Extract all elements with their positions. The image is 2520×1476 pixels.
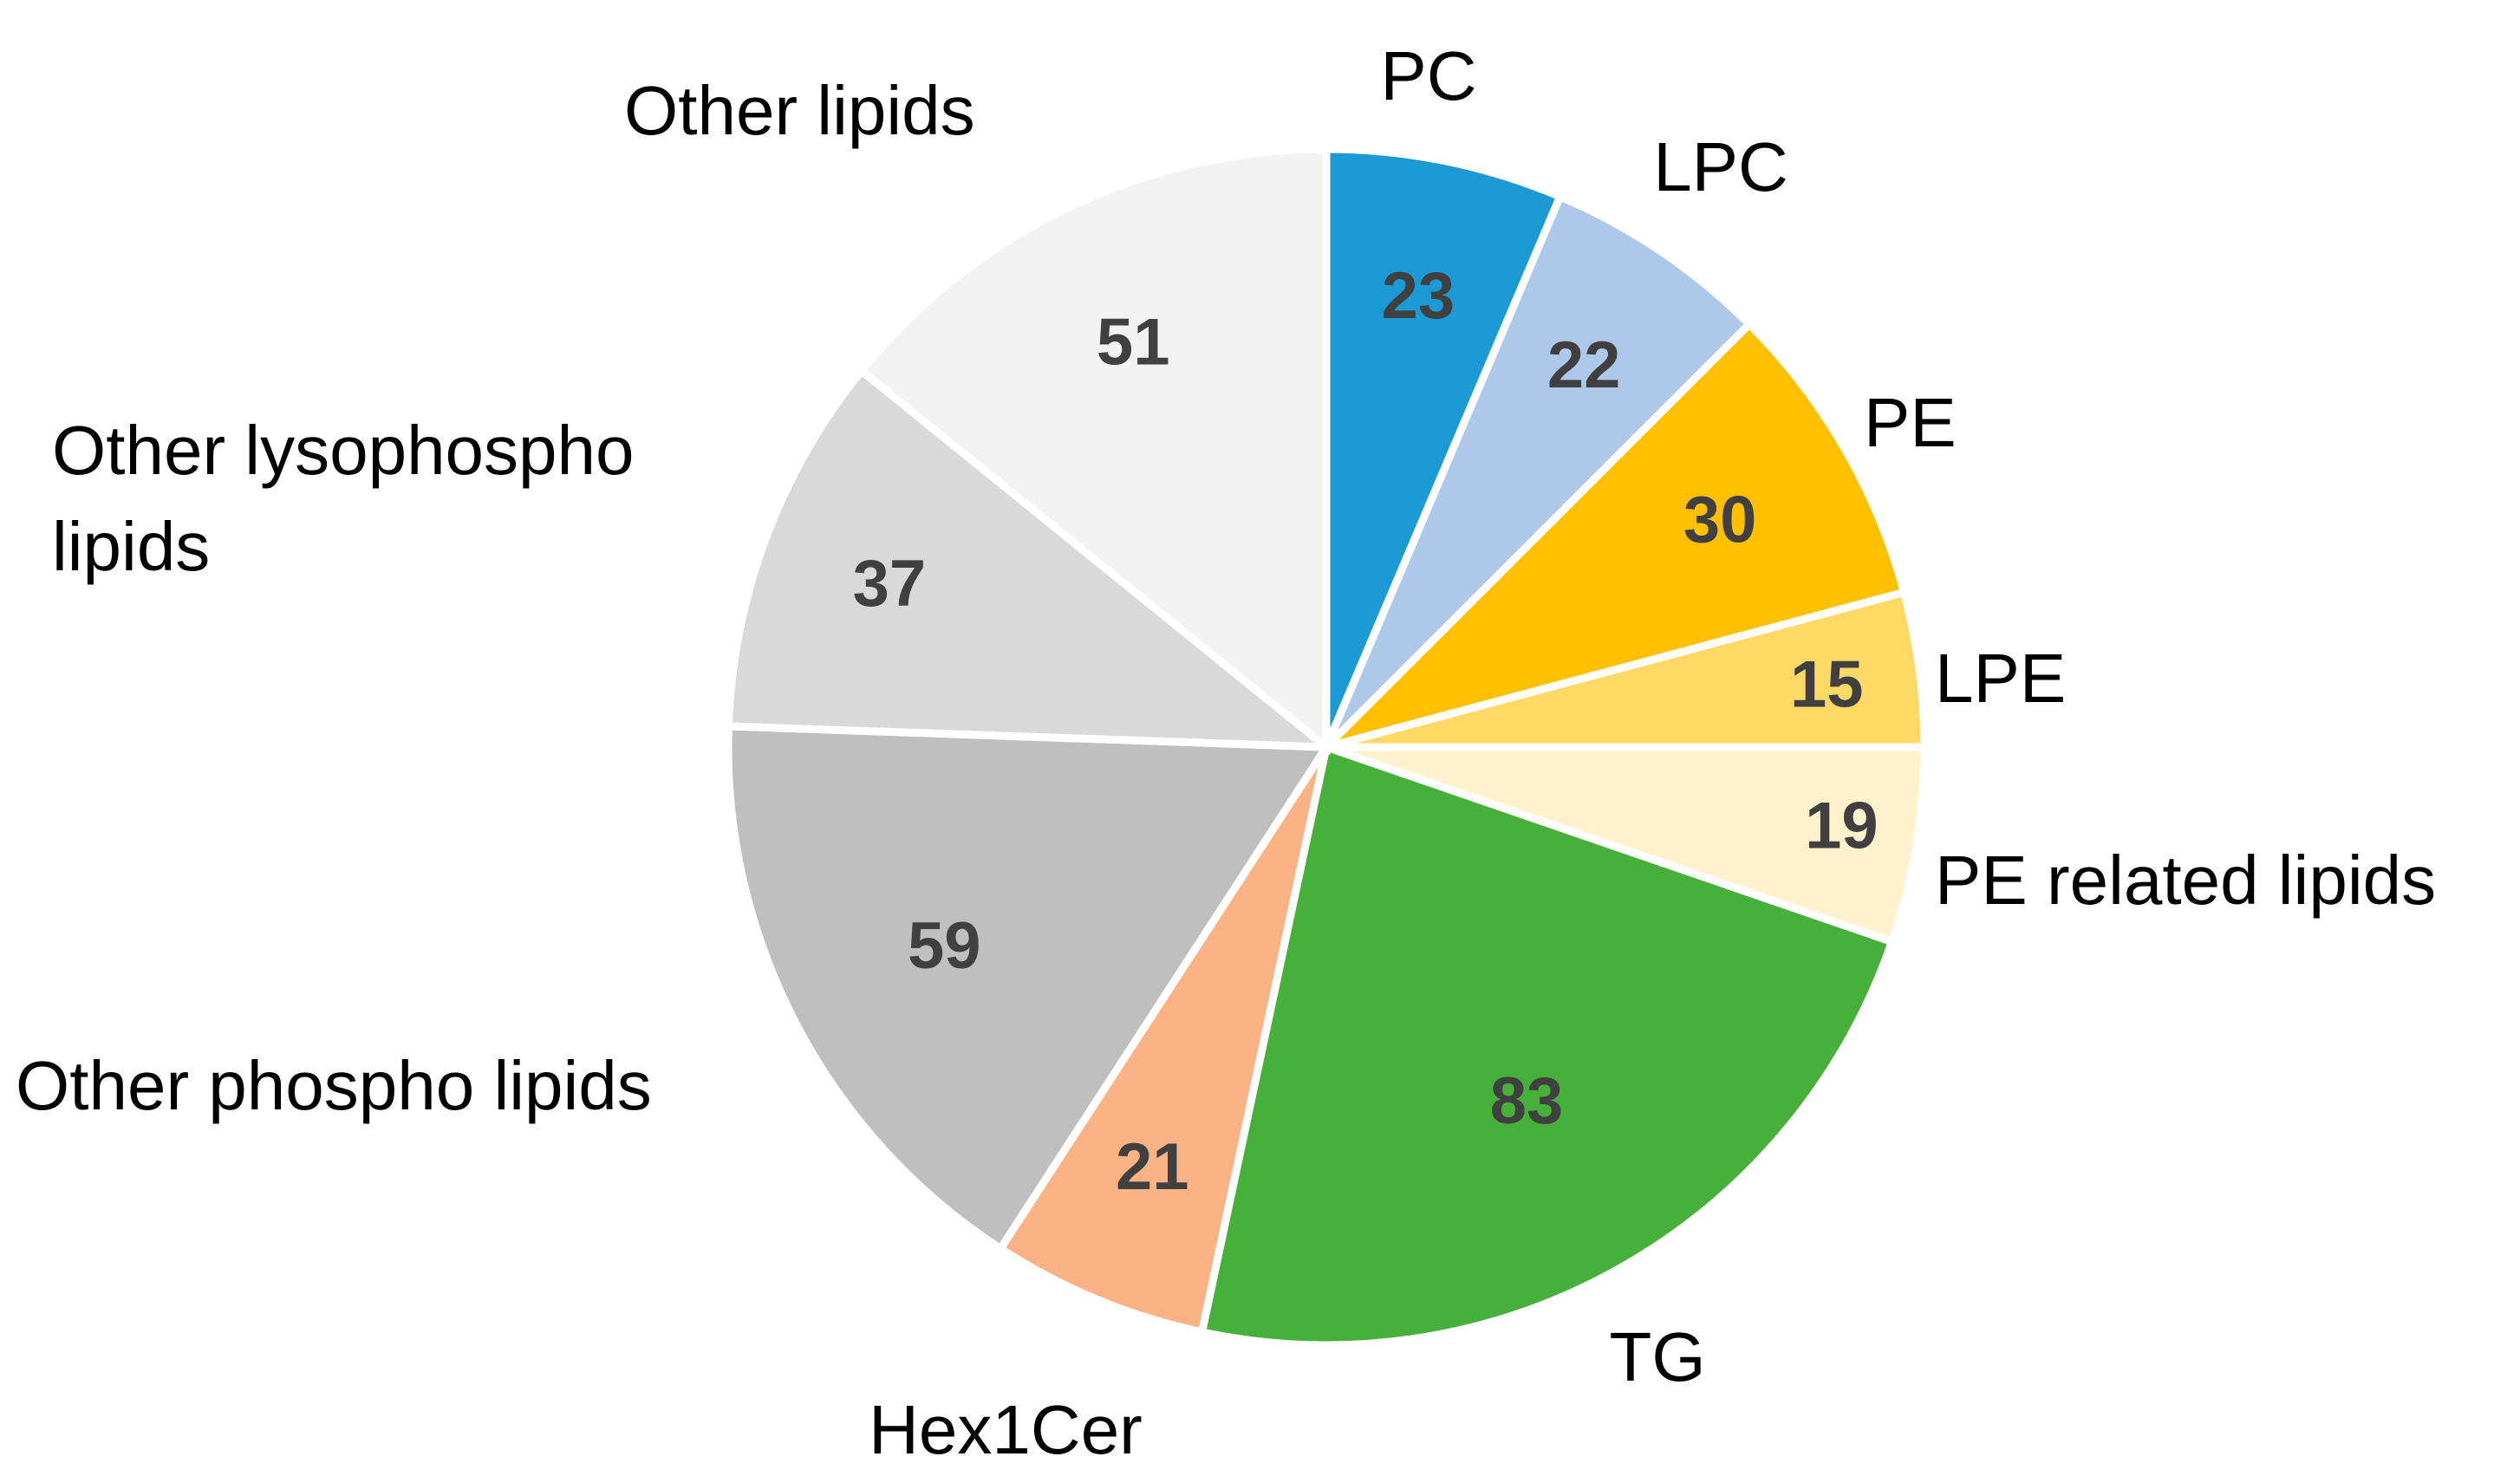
category-label-lpc: LPC (1653, 128, 1788, 205)
pie-slice-hex1cer (994, 745, 1331, 1337)
category-label-other-phospho-lipids: Other phospho lipids (16, 1047, 652, 1124)
value-label-pe: 30 (1683, 483, 1757, 556)
value-label-hex1cer: 21 (1116, 1130, 1189, 1204)
pie-slices (724, 145, 1929, 1349)
pie-slice-other-lysophospho-lipids (724, 365, 1338, 751)
category-label-pc: PC (1380, 37, 1476, 114)
pie-slice-pc (1322, 145, 1566, 749)
value-label-pe-related-lipids: 19 (1805, 790, 1879, 863)
pie-slice-tg (1197, 742, 1898, 1349)
pie-slice-other-phospho-lipids (724, 722, 1334, 1254)
value-label-other-lysophospho-lipids: 37 (853, 547, 927, 621)
value-label-tg: 83 (1490, 1064, 1564, 1138)
category-label-tg: TG (1609, 1318, 1705, 1395)
category-label-other-lysophospho-lipids: Other lysophospho lipids (52, 412, 635, 585)
value-label-lpe: 15 (1790, 647, 1864, 721)
category-label-hex1cer: Hex1Cer (869, 1391, 1143, 1468)
category-label-pe: PE (1864, 384, 1957, 461)
category-label-other-lipids: Other lipids (624, 72, 975, 149)
value-label-other-phospho-lipids: 59 (908, 909, 981, 983)
pie-category-labels: PC LPC PE LPE PE related lipids TG Hex1Cer Othe… (16, 37, 2436, 1468)
pie-slice-lpc (1322, 191, 1755, 751)
category-label-pe-related-lipids: PE related lipids (1935, 842, 2436, 919)
pie-value-labels: 23 22 30 15 19 83 21 59 37 51 (853, 259, 1879, 1204)
pie-slice-pe (1312, 318, 1910, 755)
category-label-lpe: LPE (1935, 640, 2066, 717)
value-label-pc: 23 (1382, 259, 1455, 333)
value-label-lpc: 22 (1547, 328, 1621, 402)
pie-slice-other-lipids (856, 145, 1331, 756)
value-label-other-lipids: 51 (1097, 305, 1170, 379)
